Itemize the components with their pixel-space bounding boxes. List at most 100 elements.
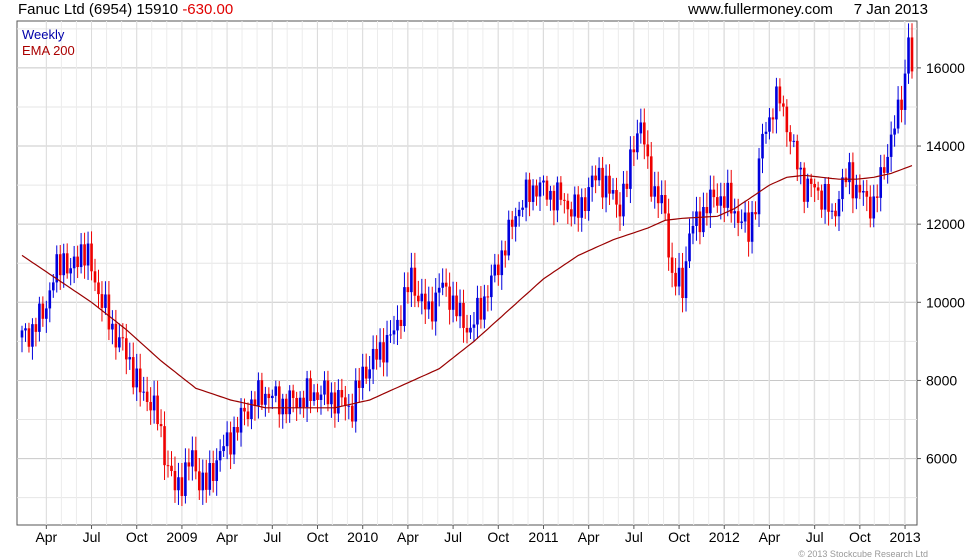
candle [170, 451, 173, 477]
candle [827, 177, 830, 226]
candle-body [382, 342, 385, 363]
candle-body [142, 391, 145, 393]
candle [149, 387, 152, 425]
candle [889, 121, 893, 172]
candle [472, 312, 476, 342]
candle [389, 320, 392, 343]
candle-body [576, 194, 580, 218]
candle [215, 448, 218, 496]
candle-body [180, 477, 184, 496]
candle [656, 171, 660, 219]
candle-body [187, 462, 191, 467]
last-price: 15910 [136, 1, 179, 18]
candle-body [277, 386, 281, 415]
candle [716, 183, 719, 213]
candle [204, 459, 208, 503]
candle-body [69, 268, 72, 274]
candle-body [350, 405, 354, 422]
candle [208, 450, 212, 496]
candle-body [799, 167, 803, 170]
candle [476, 285, 479, 339]
candle [622, 171, 625, 226]
candle [198, 457, 201, 500]
candle-body [48, 290, 52, 309]
candle-body [566, 200, 570, 210]
candle [594, 165, 597, 194]
candle [288, 385, 291, 423]
candle [406, 272, 410, 304]
candle-body [510, 219, 514, 227]
candle-body [222, 446, 225, 452]
y-tick-label: 10000 [926, 294, 965, 310]
candle [364, 353, 368, 384]
candle-body [333, 392, 337, 414]
candle [903, 59, 907, 125]
candle-body [31, 324, 34, 347]
candle [479, 285, 483, 329]
candle-body [291, 390, 295, 398]
candle-body [479, 297, 483, 320]
candle-body [632, 149, 636, 153]
candle [145, 376, 149, 412]
candle [771, 108, 775, 134]
candle-body [65, 253, 69, 274]
candle [267, 387, 271, 413]
candle-body [663, 195, 667, 214]
x-tick-label: Apr [397, 529, 419, 545]
candle [337, 379, 340, 422]
candle [688, 218, 691, 269]
candle [34, 317, 38, 347]
candle [684, 246, 688, 312]
candle-body [827, 183, 830, 212]
candle [768, 107, 771, 140]
candle-body [295, 397, 298, 408]
candle [514, 207, 517, 242]
candle [910, 23, 914, 79]
candle [893, 115, 896, 147]
candle-body [121, 337, 125, 339]
candle-body [288, 390, 291, 415]
candle [111, 310, 114, 345]
candle-body [862, 191, 865, 193]
candle-body [809, 178, 813, 184]
y-tick-label: 16000 [926, 60, 965, 76]
site-link[interactable]: www.fullermoney.com [688, 1, 833, 18]
candle [142, 376, 145, 401]
candle-body [573, 194, 577, 217]
candle [124, 323, 128, 375]
candle [79, 233, 83, 274]
candle [333, 382, 337, 428]
candle-body [594, 175, 597, 181]
x-tick-label: 2009 [166, 529, 197, 545]
candle [295, 391, 298, 422]
candle [152, 380, 156, 424]
candle [83, 232, 86, 279]
candle [587, 177, 590, 221]
candle [191, 436, 194, 481]
candle [281, 393, 285, 429]
candle-body [611, 190, 615, 194]
candle-body [462, 302, 465, 328]
candle-body [302, 397, 305, 408]
candle [378, 328, 382, 368]
candle [806, 173, 810, 208]
candle [496, 254, 500, 286]
candle [187, 448, 191, 481]
candle-body [27, 328, 31, 347]
candle [830, 203, 834, 220]
candle-body [83, 244, 86, 266]
candle [507, 210, 511, 261]
candle-body [455, 295, 458, 317]
candle-body [271, 395, 274, 399]
candle-body [396, 319, 399, 331]
candle-body [882, 167, 886, 173]
candle [69, 257, 72, 286]
candle [229, 421, 232, 470]
candle [813, 178, 816, 202]
x-tick-label: Oct [849, 529, 871, 545]
candle-body [410, 267, 413, 293]
candle-body [326, 380, 330, 405]
candle [865, 179, 869, 212]
candle [569, 201, 573, 227]
candle [93, 258, 97, 292]
